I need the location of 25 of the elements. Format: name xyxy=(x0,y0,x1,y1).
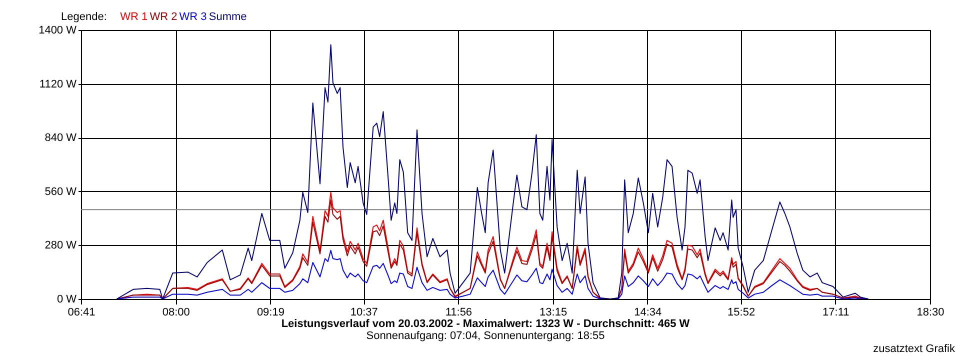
x-tick-label: 14:34 xyxy=(634,306,662,318)
text: WR 2 xyxy=(150,11,178,23)
text: WR 1 xyxy=(120,11,148,23)
text: Summe xyxy=(208,11,247,23)
x-tick-label: 17:11 xyxy=(822,306,850,318)
line-series xyxy=(116,44,869,299)
y-tick-label: 1120 W xyxy=(39,78,78,90)
legend-title: Legende: xyxy=(61,11,107,23)
text: zusatztext Grafik xyxy=(873,343,956,355)
y-tick-label: 0 W xyxy=(56,294,78,306)
x-tick-label: 10:37 xyxy=(350,306,378,318)
text: Leistungsverlauf vom 20.03.2002 - Maximalwert: 1323 W - Durchschnitt: 465 W xyxy=(281,318,690,330)
y-tick-label: 840 W xyxy=(44,132,78,144)
x-tick-label: 09:19 xyxy=(256,306,284,318)
x-tick-label: 08:00 xyxy=(162,306,190,318)
x-tick-label: 06:41 xyxy=(68,306,96,318)
x-tick-label: 11:56 xyxy=(445,306,472,318)
y-tick-label: 560 W xyxy=(44,186,78,198)
text: WR 3 xyxy=(179,11,207,23)
text: Sonnenaufgang: 07:04, Sonnenuntergang: 18:55 xyxy=(366,330,605,342)
y-tick-label: 280 W xyxy=(44,240,78,252)
x-tick-label: 18:30 xyxy=(916,306,944,318)
y-tick-label: 1400 W xyxy=(38,24,78,36)
x-tick-label: 13:15 xyxy=(540,306,568,318)
x-tick-label: 15:52 xyxy=(728,306,756,318)
